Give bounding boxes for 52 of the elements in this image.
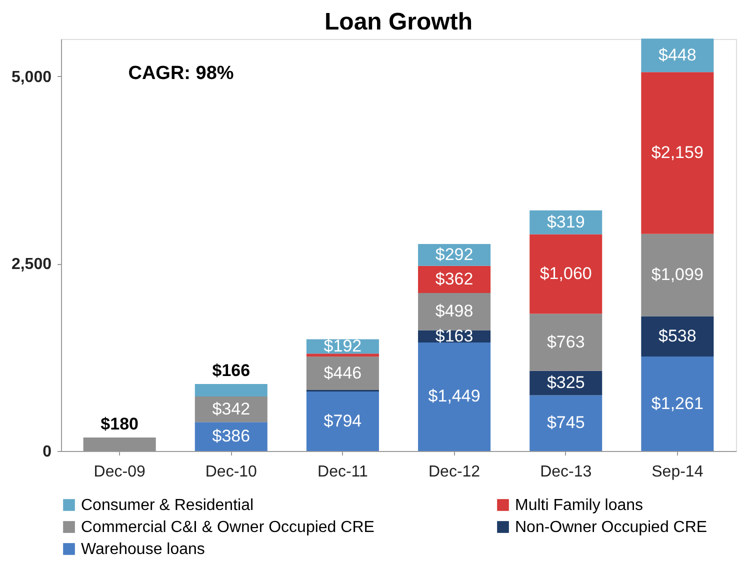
data-label: $745 <box>546 413 585 432</box>
data-label: $319 <box>546 212 585 232</box>
data-label: $180 <box>100 414 138 434</box>
data-label: $1,449 <box>428 386 480 406</box>
data-label: $325 <box>546 373 585 392</box>
x-tick-label: Sep-14 <box>652 464 704 480</box>
data-label: $498 <box>435 302 474 321</box>
data-label: $1,261 <box>651 394 704 413</box>
bar <box>641 72 714 234</box>
bar <box>418 292 491 330</box>
data-label: $446 <box>324 363 362 382</box>
data-label: $386 <box>212 426 250 446</box>
data-label: $794 <box>324 411 362 430</box>
legend-label: Consumer & Residential <box>81 497 254 514</box>
x-tick-label: Dec-09 <box>94 464 146 480</box>
bar <box>306 354 379 357</box>
bar <box>641 316 714 357</box>
bar <box>530 234 602 314</box>
bar <box>641 356 714 451</box>
data-label: $362 <box>435 269 474 288</box>
data-label: $1,099 <box>651 265 704 284</box>
data-label: $163 <box>435 326 474 346</box>
bar <box>530 314 602 371</box>
bar <box>306 392 379 451</box>
x-tick-label: Dec-12 <box>428 464 480 480</box>
data-label: $1,060 <box>540 264 592 283</box>
y-tick-label: 5,000 <box>11 68 52 86</box>
x-tick-label: Dec-11 <box>318 464 368 480</box>
data-label: $192 <box>324 336 362 356</box>
bar <box>418 342 491 451</box>
legend-label: Commercial C&I & Owner Occupied CRE <box>81 519 374 536</box>
bar <box>641 38 714 72</box>
legend-label: Non-Owner Occupied CRE <box>515 519 708 536</box>
data-label: $538 <box>658 326 696 346</box>
legend-label: Multi Family loans <box>515 497 644 514</box>
data-label: $763 <box>546 332 585 352</box>
data-label: $342 <box>212 399 250 418</box>
y-tick-label: 2,500 <box>11 256 52 274</box>
legend-label: Warehouse loans <box>81 541 205 558</box>
bar <box>194 384 268 396</box>
x-tick-label: Dec-13 <box>540 464 592 480</box>
chart-title: Loan Growth <box>324 8 472 36</box>
data-label: $166 <box>212 361 250 380</box>
x-tick-label: Dec-10 <box>205 464 258 480</box>
data-label: $2,159 <box>651 143 704 162</box>
bar <box>530 395 602 451</box>
bar <box>306 356 379 390</box>
y-tick-label: 0 <box>42 444 52 460</box>
annotation: CAGR: 98% <box>128 63 234 84</box>
data-label: $292 <box>435 244 474 264</box>
bar <box>641 234 714 316</box>
data-label: $448 <box>658 45 696 64</box>
